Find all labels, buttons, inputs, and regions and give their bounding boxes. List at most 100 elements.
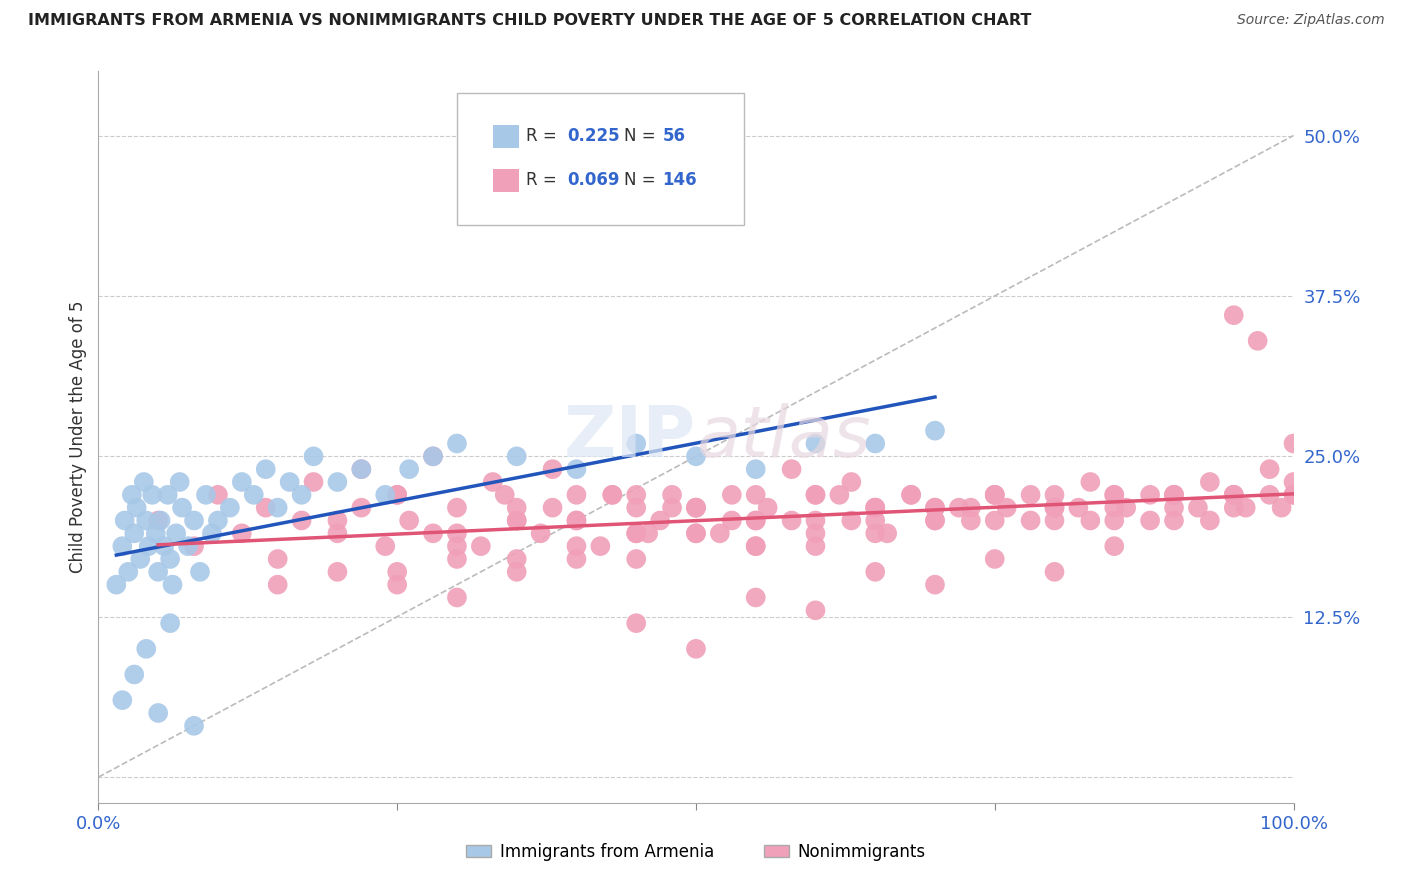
- Point: [602, 488, 624, 502]
- Point: [685, 500, 707, 515]
- Point: [804, 436, 827, 450]
- Point: [1019, 488, 1042, 502]
- Point: [745, 539, 768, 553]
- Point: [626, 436, 648, 450]
- Point: [385, 577, 409, 591]
- Point: [1223, 488, 1246, 502]
- Point: [865, 526, 887, 541]
- Point: [1104, 500, 1126, 515]
- Point: [162, 577, 184, 591]
- Point: [900, 488, 922, 502]
- Point: [804, 488, 827, 502]
- Point: [114, 514, 136, 528]
- Point: [219, 500, 242, 515]
- Point: [159, 552, 181, 566]
- Point: [637, 526, 659, 541]
- Point: [291, 488, 314, 502]
- Point: [326, 565, 349, 579]
- Point: [470, 539, 492, 553]
- Point: [1104, 514, 1126, 528]
- Point: [398, 514, 420, 528]
- Point: [446, 436, 468, 450]
- Point: [1199, 514, 1222, 528]
- Point: [124, 667, 146, 681]
- Point: [1247, 334, 1270, 348]
- Point: [709, 526, 731, 541]
- Point: [1019, 514, 1042, 528]
- Point: [865, 500, 887, 515]
- Point: [291, 514, 314, 528]
- Point: [804, 526, 827, 541]
- Point: [482, 475, 505, 489]
- Point: [141, 488, 163, 502]
- Point: [149, 514, 172, 528]
- Point: [865, 436, 887, 450]
- Point: [506, 450, 529, 464]
- Point: [865, 514, 887, 528]
- Point: [1043, 565, 1066, 579]
- Point: [1043, 488, 1066, 502]
- Point: [121, 488, 143, 502]
- Point: [1282, 488, 1305, 502]
- Point: [350, 462, 373, 476]
- Point: [1163, 500, 1185, 515]
- Point: [374, 488, 396, 502]
- Point: [111, 539, 134, 553]
- Point: [1223, 308, 1246, 322]
- Point: [1104, 539, 1126, 553]
- Point: [984, 488, 1007, 502]
- Point: [1067, 500, 1090, 515]
- Point: [541, 500, 564, 515]
- Point: [1104, 488, 1126, 502]
- Bar: [494, 169, 519, 192]
- Point: [565, 488, 588, 502]
- Point: [117, 565, 139, 579]
- Point: [685, 526, 707, 541]
- Point: [984, 488, 1007, 502]
- Point: [984, 488, 1007, 502]
- Point: [201, 526, 224, 541]
- Point: [422, 450, 444, 464]
- Point: [745, 514, 768, 528]
- Point: [984, 514, 1007, 528]
- Point: [1223, 500, 1246, 515]
- Point: [267, 577, 290, 591]
- Point: [565, 514, 588, 528]
- Point: [924, 514, 946, 528]
- Point: [804, 539, 827, 553]
- Point: [374, 539, 396, 553]
- Point: [804, 603, 827, 617]
- Point: [506, 514, 529, 528]
- Point: [1043, 514, 1066, 528]
- Point: [207, 514, 229, 528]
- Point: [1139, 488, 1161, 502]
- Point: [804, 514, 827, 528]
- Point: [602, 488, 624, 502]
- Point: [541, 462, 564, 476]
- Text: 56: 56: [662, 127, 686, 145]
- Point: [1043, 500, 1066, 515]
- Point: [506, 565, 529, 579]
- Point: [924, 500, 946, 515]
- Point: [446, 591, 468, 605]
- Point: [267, 552, 290, 566]
- Point: [302, 475, 325, 489]
- Point: [446, 526, 468, 541]
- Point: [165, 526, 187, 541]
- Point: [183, 539, 205, 553]
- Point: [267, 500, 290, 515]
- Point: [135, 641, 157, 656]
- Point: [780, 462, 803, 476]
- Point: [1271, 500, 1294, 515]
- Point: [506, 514, 529, 528]
- Point: [159, 616, 181, 631]
- Text: Source: ZipAtlas.com: Source: ZipAtlas.com: [1237, 13, 1385, 28]
- Point: [1080, 514, 1102, 528]
- Point: [385, 565, 409, 579]
- Point: [1223, 488, 1246, 502]
- Point: [995, 500, 1018, 515]
- Text: R =: R =: [526, 170, 557, 188]
- Point: [565, 552, 588, 566]
- Point: [494, 488, 516, 502]
- Point: [745, 514, 768, 528]
